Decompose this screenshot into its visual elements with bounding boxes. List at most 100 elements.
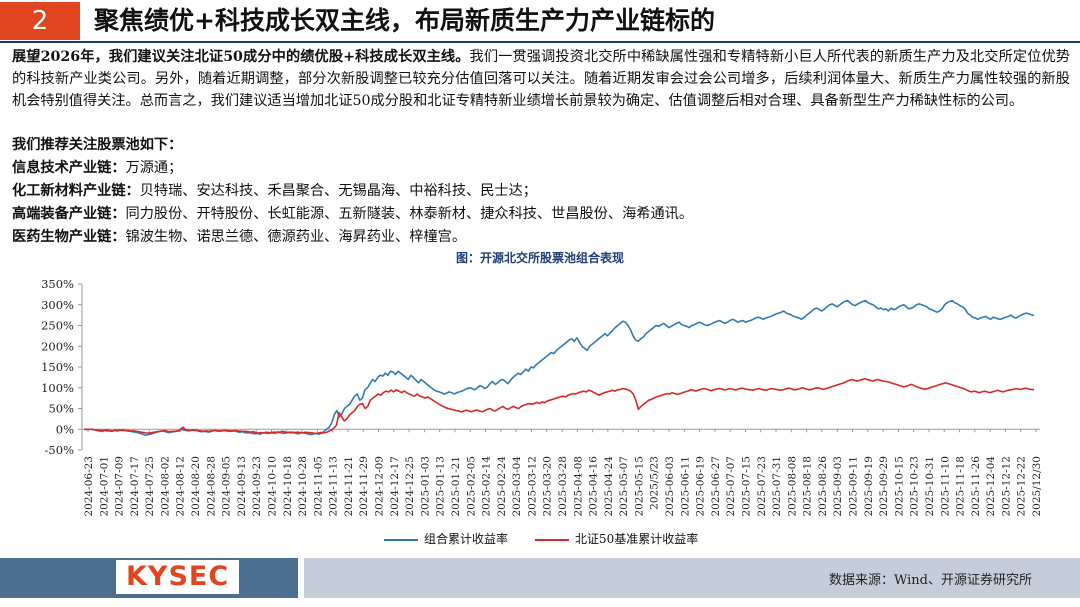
y-tick-label: 100% bbox=[41, 381, 74, 395]
paragraph-text: 我们一贯强调投资北交所中稀缺属性强和专精特新小巨人所代表的新质生产力及北交所定位… bbox=[12, 49, 1070, 109]
performance-line-chart: -50% 0% 50% 100% 150% 200% 250% 300% 350% 2024-06… bbox=[41, 277, 1043, 517]
x-tick-label: 2024-11-05 bbox=[312, 456, 324, 517]
x-tick-label: 2025-12-22 bbox=[1016, 456, 1028, 517]
legend-item-benchmark: 北证50基准累计收益率 bbox=[535, 530, 698, 547]
y-tick-label: 200% bbox=[41, 339, 74, 353]
y-tick-label: 250% bbox=[41, 319, 74, 333]
series-line-benchmark bbox=[84, 377, 1035, 435]
x-tick-label: 2024-09-13 bbox=[236, 456, 248, 517]
stock-pool-list: 我们推荐关注股票池如下： 信息技术产业链：万源通； 化工新材料产业链：贝特瑞、安… bbox=[12, 134, 1070, 249]
x-tick-label: 2025-05-15 bbox=[633, 456, 645, 517]
x-tick-label: 2025-09-19 bbox=[863, 456, 875, 517]
x-tick-label: 2025-05-07 bbox=[618, 456, 630, 517]
x-tick-label: 2024-12-17 bbox=[389, 456, 401, 517]
x-tick-label: 2025-06-27 bbox=[710, 456, 722, 517]
chain-stocks: 贝特瑞、安达科技、禾昌聚合、无锡晶海、中裕科技、民士达； bbox=[139, 183, 537, 199]
x-tick-label: 2024-07-17 bbox=[129, 456, 141, 517]
title-bar: 2 聚焦绩优+科技成长双主线，布局新质生产力产业链标的 bbox=[0, 0, 1080, 43]
x-tick-label: 2024-10-10 bbox=[266, 456, 278, 517]
x-tick-label: 2025-07-23 bbox=[756, 456, 768, 517]
legend-label-portfolio: 组合累计收益率 bbox=[424, 532, 509, 546]
x-tick-label: 2025-04-24 bbox=[603, 456, 615, 517]
legend-swatch-portfolio bbox=[384, 538, 418, 541]
x-tick-label: 2024-09-05 bbox=[221, 456, 233, 517]
x-tick-label: 2025-11-18 bbox=[955, 456, 967, 517]
x-tick-label: 2024-12-25 bbox=[404, 456, 416, 517]
list-item: 高端装备产业链：同力股份、开特股份、长虹能源、五新隧装、林泰新材、捷众科技、世昌… bbox=[12, 203, 1070, 226]
figure-caption: 图：开源北交所股票池组合表现 bbox=[455, 251, 624, 265]
x-tick-label: 2025-12-04 bbox=[985, 456, 997, 517]
x-tick-label: 2025-06-19 bbox=[695, 456, 707, 517]
x-tick-label: 2025-02-24 bbox=[496, 456, 508, 517]
x-tick-label: 2025-03-04 bbox=[511, 456, 523, 517]
x-tick-label: 2024-06-23 bbox=[83, 456, 95, 517]
x-tick-label: 2025-08-26 bbox=[817, 456, 829, 517]
chain-label: 高端装备产业链： bbox=[12, 206, 126, 222]
x-tick-label: 2025-07-15 bbox=[740, 456, 752, 517]
kysec-logo: KYSEC bbox=[116, 560, 240, 594]
y-tick-label: 50% bbox=[48, 402, 74, 416]
x-tick-label: 2024-07-01 bbox=[98, 456, 110, 517]
series-line-portfolio bbox=[84, 299, 1035, 436]
list-item: 化工新材料产业链：贝特瑞、安达科技、禾昌聚合、无锡晶海、中裕科技、民士达； bbox=[12, 180, 1070, 203]
x-tick-label: 2025-06-11 bbox=[679, 456, 691, 517]
x-tick-label: 2024-12-09 bbox=[374, 456, 386, 517]
x-tick-label: 2025-03-20 bbox=[542, 456, 554, 517]
x-tick-label: 2025-10-31 bbox=[924, 456, 936, 517]
x-tick-label: 2024-08-02 bbox=[159, 456, 171, 517]
x-tick-label: 2025-02-05 bbox=[465, 456, 477, 517]
x-tick-label: 2024-10-18 bbox=[282, 456, 294, 517]
x-tick-label: 2025-08-08 bbox=[786, 456, 798, 517]
legend-label-benchmark: 北证50基准累计收益率 bbox=[575, 532, 699, 546]
chain-stocks: 万源通； bbox=[125, 160, 183, 176]
x-tick-label: 2025-09-03 bbox=[832, 456, 844, 517]
x-tick-label: 2025-11-10 bbox=[939, 456, 951, 517]
chain-stocks: 同力股份、开特股份、长虹能源、五新隧装、林泰新材、捷众科技、世昌股份、海希通讯。 bbox=[125, 206, 694, 222]
x-tick-label: 2025-04-08 bbox=[572, 456, 584, 517]
x-tick-label: 2025-01-03 bbox=[419, 456, 431, 517]
x-tick-label: 2025/5/23 bbox=[649, 456, 661, 510]
data-source: 数据来源：Wind、开源证券研究所 bbox=[829, 573, 1032, 588]
footer-source-bar bbox=[304, 558, 1080, 598]
x-tick-label: 2024-08-20 bbox=[190, 456, 202, 517]
x-tick-label: 2025-09-29 bbox=[878, 456, 890, 517]
legend-item-portfolio: 组合累计收益率 bbox=[384, 530, 508, 547]
lead-bold-text: 展望2026年，我们建议关注北证50成分中的绩优股+科技成长双主线。 bbox=[12, 49, 470, 65]
section-number: 2 bbox=[0, 2, 80, 40]
x-tick-label: 2025-12-12 bbox=[1000, 456, 1012, 517]
x-tick-label: 2025-03-28 bbox=[557, 456, 569, 517]
x-tick-label: 2024-07-09 bbox=[114, 456, 126, 517]
x-tick-label: 2025-01-21 bbox=[450, 456, 462, 517]
x-tick-label: 2025-07-31 bbox=[771, 456, 783, 517]
y-tick-label: 0% bbox=[56, 422, 74, 436]
chain-label: 化工新材料产业链： bbox=[12, 183, 140, 199]
x-tick-label: 2025-10-15 bbox=[893, 456, 905, 517]
y-tick-label: -50% bbox=[45, 443, 75, 457]
x-tick-label: 2025-02-14 bbox=[481, 456, 493, 517]
x-tick-label: 2025-07-07 bbox=[725, 456, 737, 517]
x-tick-label: 2024-07-25 bbox=[144, 456, 156, 517]
body-paragraph: 展望2026年，我们建议关注北证50成分中的绩优股+科技成长双主线。我们一贯强调… bbox=[12, 46, 1070, 112]
x-tick-label: 2025-09-11 bbox=[848, 456, 860, 517]
x-tick-label: 2025-04-16 bbox=[588, 456, 600, 517]
x-tick-label: 2024-10-28 bbox=[297, 456, 309, 517]
x-tick-label: 2025-06-03 bbox=[664, 456, 676, 517]
x-tick-label: 2024-09-23 bbox=[251, 456, 263, 517]
stock-pool-heading: 我们推荐关注股票池如下： bbox=[12, 137, 183, 153]
x-tick-label: 2024-11-13 bbox=[328, 456, 340, 517]
chain-label: 医药生物产业链： bbox=[12, 229, 126, 245]
x-tick-label: 2025-08-18 bbox=[802, 456, 814, 517]
page-title: 聚焦绩优+科技成长双主线，布局新质生产力产业链标的 bbox=[94, 6, 715, 35]
x-tick-label: 2024-08-12 bbox=[175, 456, 187, 517]
x-tick-label: 2025-01-13 bbox=[435, 456, 447, 517]
legend-swatch-benchmark bbox=[535, 538, 569, 541]
x-tick-label: 2025-03-12 bbox=[526, 456, 538, 517]
x-tick-label: 2024-08-28 bbox=[205, 456, 217, 517]
x-tick-label: 2024-11-21 bbox=[343, 456, 355, 517]
chain-stocks: 锦波生物、诺思兰德、德源药业、海昇药业、梓橦宫。 bbox=[125, 229, 467, 245]
x-tick-label: 2025-10-23 bbox=[909, 456, 921, 517]
list-item: 信息技术产业链：万源通； bbox=[12, 157, 1070, 180]
y-tick-label: 150% bbox=[41, 360, 74, 374]
x-tick-label: 2024-11-29 bbox=[358, 456, 370, 517]
chain-label: 信息技术产业链： bbox=[12, 160, 126, 176]
